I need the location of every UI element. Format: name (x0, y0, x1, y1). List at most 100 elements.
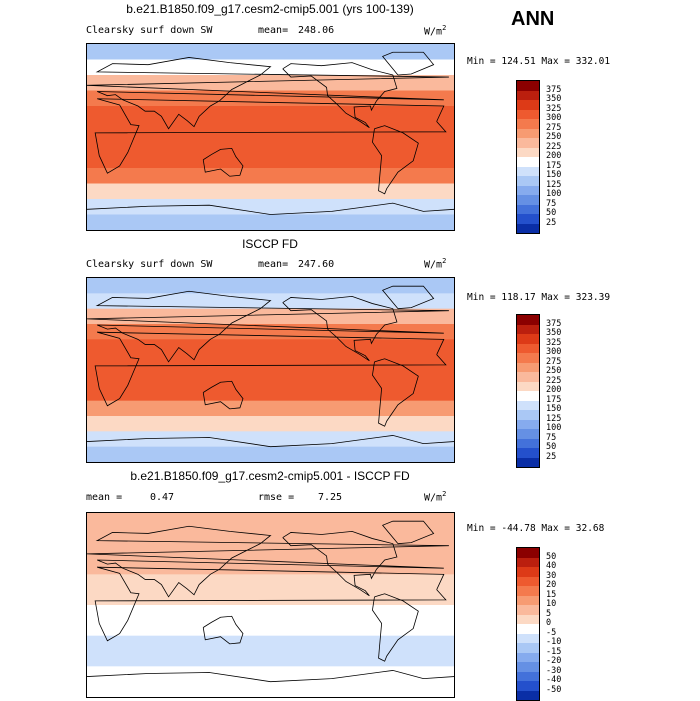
colorbar-swatch (517, 109, 539, 119)
colorbar-swatch (517, 223, 539, 233)
colorbar-swatch (517, 576, 539, 586)
panel-1-map-svg (87, 44, 454, 230)
panel-3-mean-label: mean = (86, 492, 123, 503)
lat-band-8 (87, 446, 454, 462)
colorbar-tick-label: -15 (546, 646, 562, 657)
panel-1-mean-label: mean= (258, 25, 289, 36)
panel-1-variable: Clearsky surf down SW (86, 25, 213, 36)
colorbar-swatch (517, 690, 539, 700)
panel-2-colorbar (516, 314, 540, 468)
coastline-4 (372, 125, 419, 195)
colorbar-swatch (517, 100, 539, 110)
coastline-0 (94, 98, 447, 174)
coastline-1 (87, 57, 449, 130)
colorbar-tick-label: 325 (546, 337, 562, 348)
panel-2-map (86, 277, 455, 463)
panel-2-map-svg (87, 278, 454, 462)
panel-2-minmax: Min = 118.17 Max = 323.39 (467, 292, 611, 303)
colorbar-tick-label: 125 (546, 413, 562, 424)
coastline-4 (372, 593, 419, 662)
colorbar-swatch (517, 204, 539, 214)
colorbar-swatch (517, 671, 539, 681)
lat-band-1 (87, 59, 454, 76)
coastline-6 (87, 202, 454, 215)
colorbar-swatch (517, 362, 539, 372)
colorbar-tick-label: 5 (546, 608, 552, 619)
colorbar-tick-label: 10 (546, 599, 557, 609)
panel-3-rmse-value: 7.25 (318, 492, 343, 503)
colorbar-tick-label: 50 (546, 442, 557, 452)
lat-band-0 (87, 513, 454, 545)
panel-1-title: b.e21.B1850.f09_g17.cesm2-cmip5.001 (yrs… (126, 2, 414, 16)
lat-band-6 (87, 416, 454, 432)
coastline-5 (381, 520, 435, 545)
coastline-5 (381, 285, 435, 310)
colorbar-tick-label: 275 (546, 122, 562, 133)
colorbar-tick-label: -50 (546, 684, 562, 695)
colorbar-swatch (517, 195, 539, 205)
colorbar-tick-label: 50 (546, 551, 557, 562)
colorbar-tick-label: 75 (546, 198, 557, 209)
lat-band-3 (87, 90, 454, 107)
colorbar-swatch (517, 400, 539, 410)
colorbar-tick-label: 225 (546, 141, 562, 152)
colorbar-tick-label: 325 (546, 103, 562, 114)
colorbar-swatch (517, 557, 539, 567)
colorbar-swatch (517, 372, 539, 382)
coastline-4 (372, 358, 419, 427)
panel-3-map (86, 512, 455, 698)
panel-3-rmse-label: rmse = (258, 492, 295, 503)
panel-3-units: W/m2 (424, 490, 447, 504)
colorbar-swatch (517, 81, 539, 91)
colorbar-tick-label: 275 (546, 356, 562, 367)
colorbar-swatch (517, 457, 539, 467)
lat-band-4 (87, 635, 454, 667)
lat-band-4 (87, 339, 454, 402)
colorbar-tick-label: 200 (546, 385, 562, 395)
colorbar-tick-label: 20 (546, 580, 557, 590)
panel-1-colorbar (516, 80, 540, 234)
panel-1-minmax: Min = 124.51 Max = 332.01 (467, 56, 611, 67)
lat-band-8 (87, 214, 454, 230)
lat-band-1 (87, 293, 454, 310)
colorbar-swatch (517, 343, 539, 353)
lat-band-3 (87, 605, 454, 637)
panel-2-title: ISCCP FD (242, 237, 298, 251)
colorbar-swatch (517, 438, 539, 448)
coastline-6 (87, 435, 454, 448)
lat-band-2 (87, 75, 454, 91)
colorbar-swatch (517, 381, 539, 391)
colorbar-tick-label: 25 (546, 451, 557, 462)
colorbar-tick-label: 350 (546, 328, 562, 338)
colorbar-swatch (517, 324, 539, 334)
colorbar-swatch (517, 128, 539, 138)
colorbar-tick-label: 15 (546, 589, 557, 600)
colorbar-tick-label: 125 (546, 179, 562, 190)
panel-3-mean-value: 0.47 (150, 492, 175, 503)
lat-band-7 (87, 199, 454, 215)
colorbar-swatch (517, 334, 539, 344)
colorbar-tick-label: 100 (546, 423, 562, 433)
panel-2-mean-label: mean= (258, 259, 289, 270)
colorbar-swatch (517, 315, 539, 325)
coastline-3 (282, 62, 398, 129)
colorbar-tick-label: 300 (546, 113, 562, 123)
panel-3-map-svg (87, 513, 454, 697)
panel-2-variable: Clearsky surf down SW (86, 259, 213, 270)
colorbar-swatch (517, 614, 539, 624)
colorbar-tick-label: 225 (546, 375, 562, 386)
colorbar-tick-label: -5 (546, 627, 557, 638)
coastline-3 (282, 530, 398, 597)
coastline-2 (202, 615, 244, 645)
colorbar-swatch (517, 90, 539, 100)
colorbar-swatch (517, 138, 539, 148)
colorbar-swatch (517, 448, 539, 458)
coastline-0 (94, 566, 447, 642)
colorbar-swatch (517, 662, 539, 672)
colorbar-tick-label: 50 (546, 208, 557, 218)
colorbar-tick-label: 350 (546, 94, 562, 104)
colorbar-swatch (517, 605, 539, 615)
colorbar-swatch (517, 157, 539, 167)
lat-band-6 (87, 183, 454, 200)
colorbar-tick-label: 30 (546, 570, 557, 581)
